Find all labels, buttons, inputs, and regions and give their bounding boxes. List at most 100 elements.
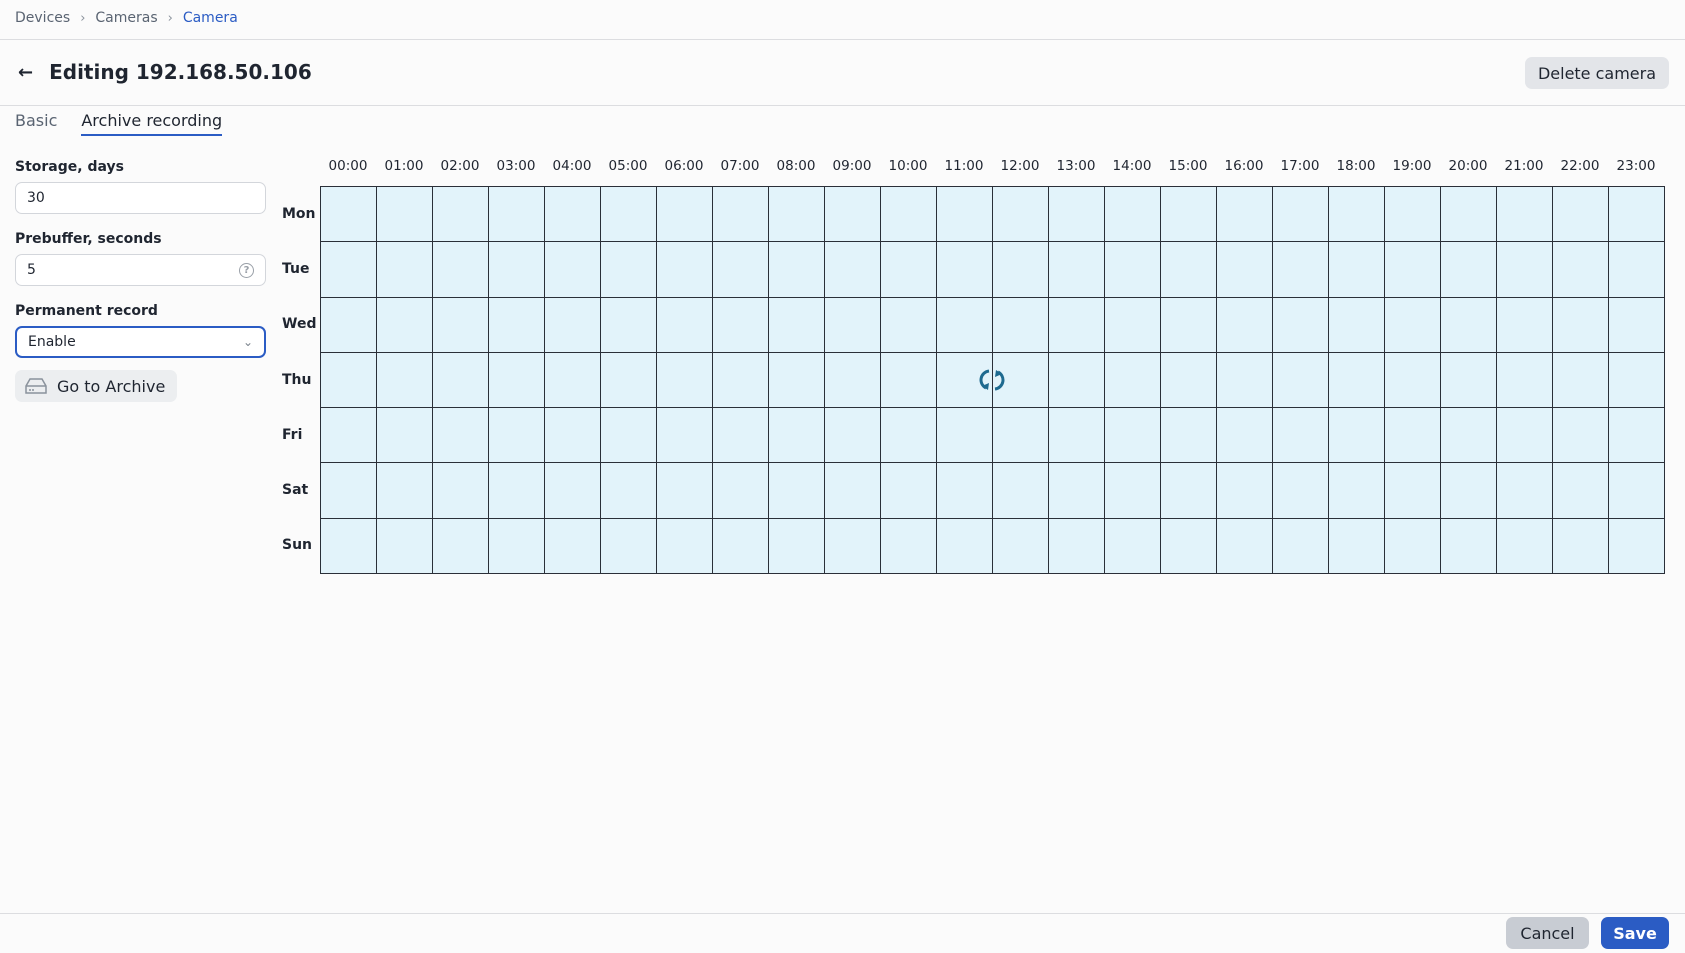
schedule-cell[interactable] xyxy=(1497,518,1553,575)
schedule-cell[interactable] xyxy=(1217,518,1273,575)
schedule-cell[interactable] xyxy=(1609,297,1665,353)
back-arrow-icon[interactable]: ← xyxy=(18,61,34,83)
schedule-cell[interactable] xyxy=(1105,352,1161,409)
breadcrumb-devices[interactable]: Devices xyxy=(15,10,71,26)
schedule-cell[interactable] xyxy=(825,242,881,298)
schedule-cell[interactable] xyxy=(601,408,657,464)
schedule-cell[interactable] xyxy=(545,408,601,464)
schedule-cell[interactable] xyxy=(713,187,769,243)
schedule-cell[interactable] xyxy=(1385,518,1441,575)
schedule-cell[interactable] xyxy=(825,408,881,464)
cancel-button[interactable]: Cancel xyxy=(1506,917,1589,949)
schedule-cell[interactable] xyxy=(489,242,545,298)
schedule-cell[interactable] xyxy=(433,187,489,243)
schedule-cell[interactable] xyxy=(1329,187,1385,243)
schedule-cell[interactable] xyxy=(489,518,545,575)
schedule-cell[interactable] xyxy=(657,187,713,243)
schedule-cell[interactable] xyxy=(713,297,769,353)
schedule-cell[interactable] xyxy=(1105,187,1161,243)
schedule-cell[interactable] xyxy=(881,408,937,464)
schedule-cell[interactable] xyxy=(1497,463,1553,519)
storage-days-input[interactable]: 30 xyxy=(15,182,266,214)
schedule-cell[interactable] xyxy=(489,187,545,243)
schedule-cell[interactable] xyxy=(1497,242,1553,298)
schedule-cell[interactable] xyxy=(1273,242,1329,298)
schedule-cell[interactable] xyxy=(377,518,433,575)
schedule-cell[interactable] xyxy=(1497,408,1553,464)
schedule-cell[interactable] xyxy=(321,187,377,243)
schedule-cell[interactable] xyxy=(1105,463,1161,519)
schedule-cell[interactable] xyxy=(1161,352,1217,409)
schedule-cell[interactable] xyxy=(881,352,937,409)
schedule-cell[interactable] xyxy=(377,187,433,243)
schedule-cell[interactable] xyxy=(1609,408,1665,464)
schedule-cell[interactable] xyxy=(1329,297,1385,353)
schedule-cell[interactable] xyxy=(321,518,377,575)
schedule-cell[interactable] xyxy=(377,242,433,298)
schedule-cell[interactable] xyxy=(1329,242,1385,298)
schedule-cell[interactable] xyxy=(1385,187,1441,243)
schedule-cell[interactable] xyxy=(545,518,601,575)
schedule-cell[interactable] xyxy=(1217,463,1273,519)
schedule-cell[interactable] xyxy=(937,297,993,353)
schedule-cell[interactable] xyxy=(1105,297,1161,353)
schedule-cell[interactable] xyxy=(993,242,1049,298)
schedule-cell[interactable] xyxy=(769,297,825,353)
schedule-cell[interactable] xyxy=(1385,297,1441,353)
schedule-cell[interactable] xyxy=(1385,408,1441,464)
breadcrumb-cameras[interactable]: Cameras xyxy=(95,10,158,26)
schedule-cell[interactable] xyxy=(937,408,993,464)
schedule-cell[interactable] xyxy=(433,297,489,353)
schedule-cell[interactable] xyxy=(1273,187,1329,243)
schedule-cell[interactable] xyxy=(825,297,881,353)
prebuffer-input[interactable]: 5? xyxy=(15,254,266,286)
schedule-cell[interactable] xyxy=(433,242,489,298)
schedule-cell[interactable] xyxy=(993,408,1049,464)
schedule-cell[interactable] xyxy=(881,242,937,298)
schedule-cell[interactable] xyxy=(1385,352,1441,409)
schedule-cell[interactable] xyxy=(377,352,433,409)
schedule-cell[interactable] xyxy=(937,187,993,243)
schedule-cell[interactable] xyxy=(1049,242,1105,298)
schedule-grid[interactable] xyxy=(320,186,1665,575)
schedule-cell[interactable] xyxy=(1217,242,1273,298)
schedule-cell[interactable] xyxy=(1273,463,1329,519)
schedule-cell[interactable] xyxy=(1049,187,1105,243)
schedule-cell[interactable] xyxy=(657,463,713,519)
schedule-cell[interactable] xyxy=(769,463,825,519)
schedule-cell[interactable] xyxy=(1161,463,1217,519)
schedule-cell[interactable] xyxy=(1329,463,1385,519)
schedule-cell[interactable] xyxy=(1609,352,1665,409)
schedule-cell[interactable] xyxy=(993,187,1049,243)
schedule-cell[interactable] xyxy=(1161,408,1217,464)
schedule-cell[interactable] xyxy=(881,297,937,353)
schedule-cell[interactable] xyxy=(601,242,657,298)
schedule-cell[interactable] xyxy=(713,463,769,519)
schedule-cell[interactable] xyxy=(321,352,377,409)
schedule-cell[interactable] xyxy=(1385,242,1441,298)
schedule-cell[interactable] xyxy=(1553,463,1609,519)
schedule-cell[interactable] xyxy=(1273,518,1329,575)
schedule-cell[interactable] xyxy=(1217,297,1273,353)
schedule-cell[interactable] xyxy=(321,297,377,353)
schedule-cell[interactable] xyxy=(1441,242,1497,298)
schedule-cell[interactable] xyxy=(713,408,769,464)
schedule-cell[interactable] xyxy=(713,352,769,409)
schedule-cell[interactable] xyxy=(1441,408,1497,464)
schedule-cell[interactable] xyxy=(1049,518,1105,575)
schedule-cell[interactable] xyxy=(713,242,769,298)
schedule-cell[interactable] xyxy=(545,463,601,519)
schedule-cell[interactable] xyxy=(937,463,993,519)
schedule-cell[interactable] xyxy=(1105,518,1161,575)
schedule-cell[interactable] xyxy=(1049,297,1105,353)
schedule-cell[interactable] xyxy=(1161,518,1217,575)
tab-archive-recording[interactable]: Archive recording xyxy=(81,111,223,136)
schedule-cell[interactable] xyxy=(1497,187,1553,243)
schedule-cell[interactable] xyxy=(545,187,601,243)
schedule-cell[interactable] xyxy=(1273,297,1329,353)
schedule-cell[interactable] xyxy=(1049,463,1105,519)
schedule-cell[interactable] xyxy=(825,187,881,243)
schedule-cell[interactable] xyxy=(769,187,825,243)
schedule-cell[interactable] xyxy=(1217,352,1273,409)
schedule-cell[interactable] xyxy=(1217,187,1273,243)
